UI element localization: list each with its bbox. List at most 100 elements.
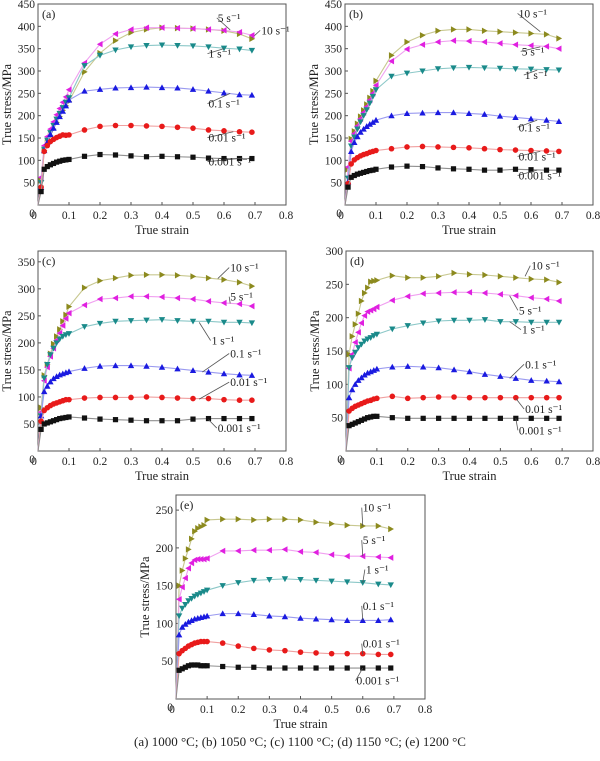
data-point bbox=[57, 158, 63, 164]
data-point bbox=[374, 277, 381, 284]
data-point bbox=[404, 293, 411, 300]
label-leader-line bbox=[517, 119, 538, 128]
data-point bbox=[312, 577, 320, 584]
strain-rate-label: 10 s⁻¹ bbox=[363, 503, 392, 515]
data-point bbox=[96, 41, 103, 48]
data-point bbox=[281, 546, 288, 553]
data-point bbox=[236, 28, 243, 36]
y-tick-label: 50 bbox=[162, 656, 174, 668]
y-tick-label: 0 bbox=[167, 702, 173, 714]
data-point bbox=[466, 317, 473, 324]
data-point bbox=[50, 124, 57, 131]
data-point bbox=[190, 154, 196, 160]
data-point bbox=[236, 319, 243, 326]
strain-rate-label: 10 s⁻¹ bbox=[519, 8, 548, 20]
panel-label: (e) bbox=[180, 498, 193, 512]
strain-rate-label: 5 s⁻¹ bbox=[230, 292, 253, 304]
x-tick-label: 0.8 bbox=[586, 456, 600, 468]
data-point bbox=[143, 394, 150, 400]
data-point bbox=[435, 27, 442, 34]
data-point bbox=[266, 515, 273, 523]
data-point bbox=[248, 320, 256, 327]
data-point bbox=[57, 415, 63, 422]
y-tick-label: 0 bbox=[337, 454, 343, 466]
data-point bbox=[297, 577, 304, 583]
data-point bbox=[204, 638, 210, 645]
panel-label: (a) bbox=[42, 7, 55, 21]
data-point bbox=[387, 616, 394, 623]
data-point bbox=[159, 153, 165, 159]
data-point bbox=[56, 336, 63, 343]
data-point bbox=[97, 277, 104, 284]
data-point bbox=[555, 118, 563, 125]
data-point bbox=[375, 665, 381, 671]
data-point bbox=[63, 311, 70, 318]
data-point bbox=[497, 28, 504, 35]
data-point bbox=[65, 368, 73, 375]
data-point bbox=[189, 25, 196, 32]
data-point bbox=[375, 617, 382, 623]
data-point bbox=[249, 155, 255, 162]
data-point bbox=[47, 131, 54, 137]
label-leader-line bbox=[361, 605, 364, 621]
y-tick-label: 100 bbox=[18, 155, 36, 167]
data-point bbox=[389, 415, 395, 421]
label-leader-line bbox=[517, 151, 541, 157]
data-point bbox=[248, 302, 255, 310]
data-point bbox=[236, 279, 243, 286]
data-point bbox=[435, 144, 441, 150]
data-point bbox=[235, 580, 242, 586]
data-point bbox=[450, 109, 457, 116]
data-point bbox=[65, 86, 72, 93]
data-point bbox=[527, 115, 535, 122]
label-leader-line bbox=[517, 13, 541, 33]
y-tick-label: 150 bbox=[18, 365, 36, 377]
data-point bbox=[50, 160, 57, 167]
data-point bbox=[221, 276, 228, 283]
data-point bbox=[251, 516, 258, 524]
data-point bbox=[361, 416, 368, 422]
data-point bbox=[513, 394, 519, 401]
data-point bbox=[66, 156, 72, 163]
data-point bbox=[367, 335, 374, 341]
data-point bbox=[389, 297, 395, 304]
data-point bbox=[450, 317, 458, 324]
x-tick-label: 0.4 bbox=[462, 456, 477, 468]
label-leader-line bbox=[217, 267, 230, 279]
label-leader-line bbox=[515, 418, 519, 431]
data-point bbox=[348, 148, 355, 154]
data-point bbox=[481, 289, 488, 297]
data-point bbox=[65, 331, 73, 337]
label-leader-line bbox=[523, 69, 538, 76]
data-point bbox=[543, 295, 550, 303]
data-point bbox=[528, 294, 534, 301]
data-point bbox=[159, 271, 166, 278]
data-point bbox=[466, 166, 472, 172]
x-tick-label: 0.2 bbox=[93, 210, 108, 222]
chart-panel-d: 0 0.1 0.2 0.3 0.4 0.5 0.6 0.7 0.8050100150200250… bbox=[308, 246, 600, 483]
data-point bbox=[189, 535, 195, 543]
data-point bbox=[528, 394, 535, 401]
data-point bbox=[313, 519, 320, 526]
strain-rate-label: 10 s⁻¹ bbox=[531, 261, 560, 273]
data-point bbox=[419, 143, 426, 150]
x-tick-label: 0.4 bbox=[462, 210, 477, 222]
data-point bbox=[358, 297, 365, 305]
data-point bbox=[188, 595, 195, 602]
data-point bbox=[205, 127, 212, 133]
data-point bbox=[41, 148, 47, 155]
data-point bbox=[221, 415, 227, 422]
data-point bbox=[50, 375, 57, 382]
data-point bbox=[127, 26, 134, 33]
data-point bbox=[190, 273, 197, 280]
series-0.01-per-s: 0.01 s⁻¹ bbox=[344, 143, 562, 206]
data-point bbox=[388, 145, 395, 152]
y-tick-label: 0 bbox=[336, 208, 342, 220]
data-point bbox=[404, 163, 410, 169]
data-point bbox=[198, 523, 205, 530]
data-point bbox=[179, 666, 185, 672]
y-tick-label: 100 bbox=[326, 379, 344, 391]
data-point bbox=[388, 57, 395, 65]
data-point bbox=[373, 147, 379, 154]
